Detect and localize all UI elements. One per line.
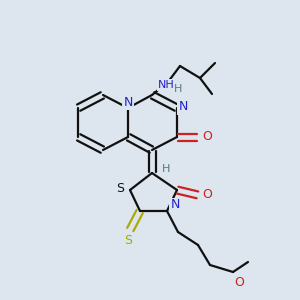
Text: N: N <box>123 95 133 109</box>
Text: NH: NH <box>158 80 174 90</box>
Text: N: N <box>178 100 188 113</box>
Text: O: O <box>202 188 212 202</box>
Text: O: O <box>234 275 244 289</box>
Text: N: N <box>170 199 180 212</box>
Text: S: S <box>124 233 132 247</box>
Text: S: S <box>116 182 124 194</box>
Text: O: O <box>202 130 212 143</box>
Text: H: H <box>162 164 170 174</box>
Text: H: H <box>174 84 182 94</box>
